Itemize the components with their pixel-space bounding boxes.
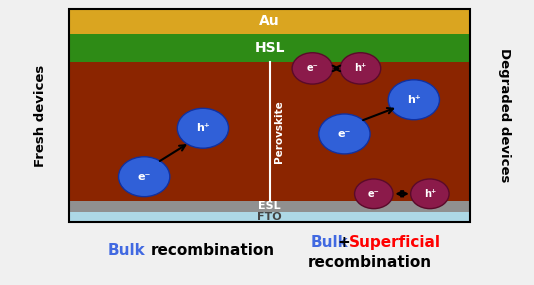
Text: e⁻: e⁻ [337,129,351,139]
Bar [69,62,470,201]
Text: e⁻: e⁻ [368,189,380,199]
Bar [69,201,470,211]
Text: e⁻: e⁻ [137,172,151,182]
Text: h⁺: h⁺ [424,189,436,199]
Text: HSL: HSL [254,41,285,55]
Text: recombination: recombination [308,255,432,270]
Text: ESL: ESL [258,201,281,211]
Text: Superficial: Superficial [348,235,441,250]
Ellipse shape [177,108,229,148]
Text: Bulk: Bulk [108,243,145,258]
Bar [69,34,470,62]
Bar [69,9,470,222]
Text: recombination: recombination [151,243,275,258]
Ellipse shape [319,114,370,154]
Ellipse shape [411,179,449,209]
Ellipse shape [388,80,439,120]
Ellipse shape [340,53,381,84]
Ellipse shape [355,179,393,209]
Bar [69,211,470,222]
Ellipse shape [292,53,333,84]
Ellipse shape [119,157,170,197]
Text: h⁺: h⁺ [196,123,210,133]
Text: +: + [338,235,350,250]
Text: Fresh devices: Fresh devices [34,64,46,166]
Text: e⁻: e⁻ [307,63,318,74]
Text: Au: Au [260,14,280,28]
Text: FTO: FTO [257,212,282,222]
Text: h⁺: h⁺ [407,95,421,105]
Text: Degraded devices: Degraded devices [498,48,511,183]
Text: Bulk: Bulk [311,235,349,250]
Text: Perovskite: Perovskite [274,100,284,163]
Bar [69,9,470,34]
Text: h⁺: h⁺ [355,63,366,74]
